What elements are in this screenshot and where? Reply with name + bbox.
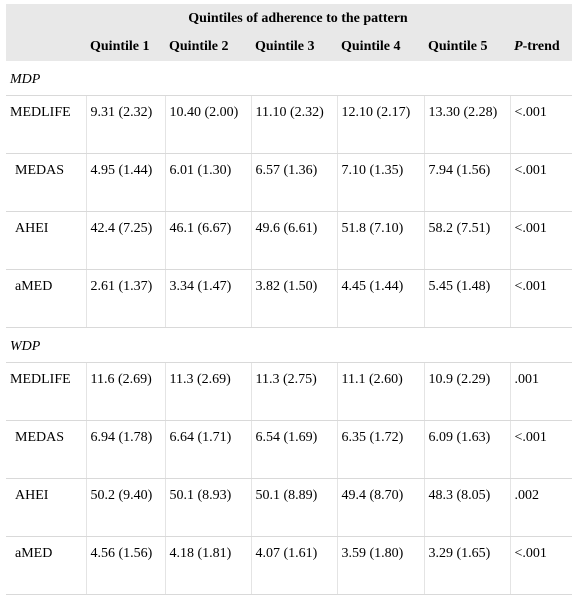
table-cell: 4.95 (1.44) <box>85 153 165 212</box>
column-header-quintile-5: Quintile 5 <box>428 39 488 54</box>
table-row: aMED 2.61 (1.37) 3.34 (1.47) 3.82 (1.50) 4.4… <box>6 269 573 328</box>
table-cell: 6.09 (1.63) <box>423 420 511 479</box>
table-cell: 6.54 (1.69) <box>250 420 337 479</box>
table-cell: 10.9 (2.29) <box>423 362 511 421</box>
table-cell: 11.3 (2.69) <box>164 362 251 421</box>
table-cell: 3.82 (1.50) <box>250 269 337 328</box>
table-header: Quintiles of adherence to the pattern Qu… <box>6 4 573 61</box>
table-cell: 3.59 (1.80) <box>336 536 424 595</box>
table-cell: 12.10 (2.17) <box>336 95 424 154</box>
table-cell: 50.1 (8.89) <box>250 478 337 537</box>
row-label: MEDLIFE <box>6 95 86 154</box>
column-header-quintile-3: Quintile 3 <box>255 39 315 54</box>
results-table: Quintiles of adherence to the pattern Qu… <box>6 4 573 595</box>
table-cell: 5.45 (1.48) <box>423 269 511 328</box>
p-trend-cell: .002 <box>509 478 573 537</box>
table-cell: 42.4 (7.25) <box>85 211 165 270</box>
trend-text: -trend <box>522 39 560 54</box>
table-cell: 4.18 (1.81) <box>164 536 251 595</box>
p-trend-cell: <.001 <box>509 536 573 595</box>
column-header-quintile-2: Quintile 2 <box>169 39 229 54</box>
row-label: MEDAS <box>6 420 86 479</box>
section-label: WDP <box>6 327 573 363</box>
p-trend-cell: <.001 <box>509 95 573 154</box>
table-cell: 3.34 (1.47) <box>164 269 251 328</box>
table-cell: 4.07 (1.61) <box>250 536 337 595</box>
table-row: MEDLIFE 11.6 (2.69) 11.3 (2.69) 11.3 (2.75)… <box>6 362 573 421</box>
table-row: MEDAS 4.95 (1.44) 6.01 (1.30) 6.57 (1.36) 7.… <box>6 153 573 212</box>
section-row: WDP <box>6 327 573 363</box>
table-cell: 51.8 (7.10) <box>336 211 424 270</box>
section-label: MDP <box>6 61 573 96</box>
row-label: aMED <box>6 269 86 328</box>
column-header-label <box>6 31 86 61</box>
table-cell: 49.6 (6.61) <box>250 211 337 270</box>
row-label: AHEI <box>6 478 86 537</box>
row-label: MEDAS <box>6 153 86 212</box>
table-cell: 11.1 (2.60) <box>336 362 424 421</box>
table-row: MEDLIFE 9.31 (2.32) 10.40 (2.00) 11.10 (2.3… <box>6 95 573 154</box>
table-cell: 6.35 (1.72) <box>336 420 424 479</box>
row-label: AHEI <box>6 211 86 270</box>
table-cell: 7.94 (1.56) <box>423 153 511 212</box>
table-cell: 7.10 (1.35) <box>336 153 424 212</box>
table-cell: 46.1 (6.67) <box>164 211 251 270</box>
table-cell: 2.61 (1.37) <box>85 269 165 328</box>
table-body: MDP MEDLIFE 9.31 (2.32) 10.40 (2.00) 11.10 (… <box>6 61 573 595</box>
table-cell: 10.40 (2.00) <box>164 95 251 154</box>
table-cell: 3.29 (1.65) <box>423 536 511 595</box>
table-cell: 58.2 (7.51) <box>423 211 511 270</box>
p-trend-cell: <.001 <box>509 211 573 270</box>
row-label: MEDLIFE <box>6 362 86 421</box>
column-header-quintile-1: Quintile 1 <box>90 39 150 54</box>
table-cell: 4.56 (1.56) <box>85 536 165 595</box>
column-header-p-trend: P-trend <box>510 31 572 61</box>
table-cell: 9.31 (2.32) <box>85 95 165 154</box>
header-row-span: Quintiles of adherence to the pattern <box>6 4 573 31</box>
table-row: AHEI 50.2 (9.40) 50.1 (8.93) 50.1 (8.89) 49.… <box>6 478 573 537</box>
p-trend-cell: <.001 <box>509 153 573 212</box>
header-row-columns: Quintile 1 Quintile 2 Quintile 3 Quintil… <box>6 31 573 61</box>
table-cell: 49.4 (8.70) <box>336 478 424 537</box>
quintiles-span-title: Quintiles of adherence to the pattern <box>188 10 408 26</box>
table-cell: 6.64 (1.71) <box>164 420 251 479</box>
table-row: aMED 4.56 (1.56) 4.18 (1.81) 4.07 (1.61) 3.5… <box>6 536 573 595</box>
table-cell: 50.1 (8.93) <box>164 478 251 537</box>
table-cell: 11.6 (2.69) <box>85 362 165 421</box>
p-trend-cell: <.001 <box>509 420 573 479</box>
column-header-quintile-4: Quintile 4 <box>341 39 401 54</box>
section-row: MDP <box>6 61 573 96</box>
table-row: MEDAS 6.94 (1.78) 6.64 (1.71) 6.54 (1.69) 6.… <box>6 420 573 479</box>
table-cell: 48.3 (8.05) <box>423 478 511 537</box>
table-cell: 13.30 (2.28) <box>423 95 511 154</box>
table-cell: 6.57 (1.36) <box>250 153 337 212</box>
table-cell: 6.01 (1.30) <box>164 153 251 212</box>
table-cell: 11.3 (2.75) <box>250 362 337 421</box>
p-trend-cell: .001 <box>509 362 573 421</box>
p-trend-cell: <.001 <box>509 269 573 328</box>
table-cell: 11.10 (2.32) <box>250 95 337 154</box>
table-row: AHEI 42.4 (7.25) 46.1 (6.67) 49.6 (6.61) 51.… <box>6 211 573 270</box>
table-cell: 6.94 (1.78) <box>85 420 165 479</box>
header-empty-cell <box>6 4 86 31</box>
p-italic: P <box>514 39 523 54</box>
row-label: aMED <box>6 536 86 595</box>
table-cell: 50.2 (9.40) <box>85 478 165 537</box>
table-cell: 4.45 (1.44) <box>336 269 424 328</box>
header-empty-cell <box>510 4 572 31</box>
